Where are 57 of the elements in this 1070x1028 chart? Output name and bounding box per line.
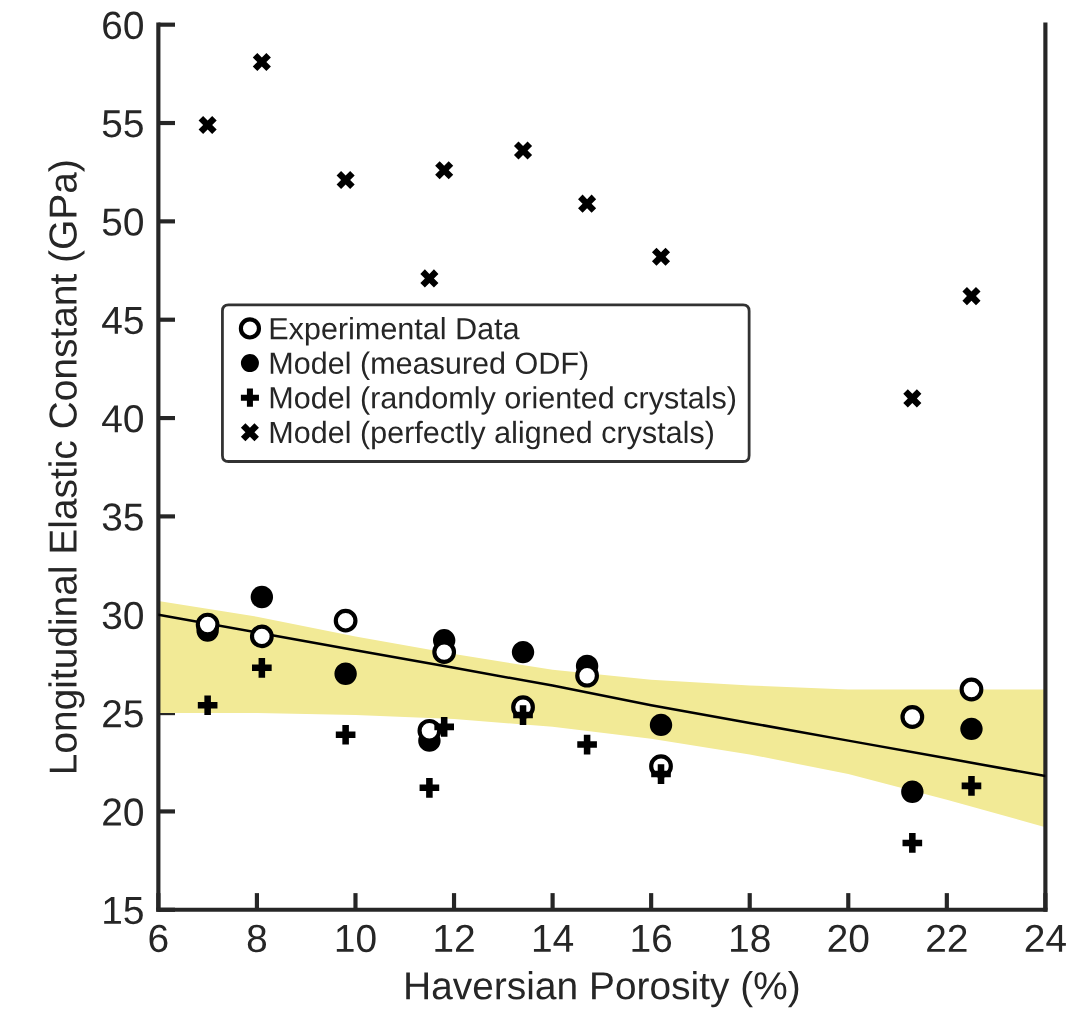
legend-label: Model (randomly oriented crystals): [270, 386, 736, 415]
x-tick-label: 18: [731, 924, 770, 953]
legend-label: Model (perfectly aligned crystals): [270, 420, 713, 450]
y-tick-label: 20: [103, 798, 143, 826]
y-tick-label: 55: [102, 110, 143, 138]
x-tick-label: 24: [1025, 924, 1066, 952]
point: [335, 724, 356, 745]
y-tick-label: 60: [103, 11, 143, 40]
point: [961, 776, 982, 796]
line-series: [158, 613, 1046, 778]
point: [434, 717, 454, 737]
point: [333, 608, 358, 633]
point: [651, 247, 671, 266]
point: [249, 624, 274, 649]
point: [651, 764, 671, 784]
point: [334, 662, 357, 685]
point: [252, 658, 272, 678]
point: [511, 640, 535, 664]
point: [577, 734, 597, 755]
x-tick-label: 22: [927, 924, 967, 952]
y-tick-label: 35: [102, 503, 143, 531]
point: [250, 585, 274, 609]
x-tick-label: 6: [149, 924, 168, 953]
legend-label: Model (measured ODF): [270, 351, 588, 381]
y-tick-label: 15: [104, 897, 143, 925]
point: [959, 677, 984, 702]
x-tick-label: 16: [632, 924, 672, 953]
point: [902, 833, 923, 853]
y-tick-label: 50: [102, 208, 143, 236]
x-tick-label: 14: [533, 925, 574, 952]
x-axis-title: Haversian Porosity (%): [406, 971, 799, 1008]
y-tick-label: 40: [102, 404, 143, 433]
point: [649, 713, 673, 737]
point: [435, 161, 454, 180]
point: [513, 705, 533, 725]
point: [962, 287, 981, 306]
x-tick-label: 20: [828, 924, 869, 953]
y-tick-label: 30: [102, 601, 143, 630]
point: [198, 115, 217, 135]
point: [420, 269, 439, 288]
point: [513, 141, 533, 160]
y-tick-label: 25: [103, 700, 143, 728]
point: [960, 717, 983, 741]
y-axis-title: Longitudinal Elastic Constant (GPa): [48, 161, 85, 773]
y-tick-label: 45: [102, 307, 143, 335]
point: [197, 695, 218, 716]
point: [336, 171, 355, 190]
point: [419, 778, 440, 798]
point: [900, 705, 925, 729]
point: [252, 52, 271, 72]
legend-label: Experimental Data: [270, 317, 520, 346]
point: [578, 194, 597, 213]
point: [903, 389, 922, 408]
x-tick-label: 10: [336, 924, 376, 953]
point: [901, 780, 924, 803]
x-tick-label: 8: [247, 924, 267, 953]
x-tick-label: 12: [435, 924, 474, 952]
